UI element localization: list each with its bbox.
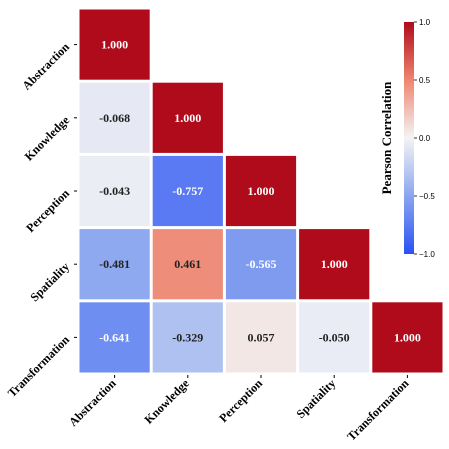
heatmap-cell xyxy=(299,302,370,373)
cell-value-label: 0.461 xyxy=(174,257,201,271)
cell-value-label: 1.000 xyxy=(321,257,348,271)
colorbar: 1.0 0.5 0.0 −0.5 −1.0 Pearson Correlation xyxy=(379,18,435,259)
cell-value-label: 0.057 xyxy=(248,330,275,344)
cell-value-label: 1.000 xyxy=(248,184,275,198)
heatmap-cell xyxy=(225,229,297,300)
heatmap-cell xyxy=(152,302,223,373)
cell-value-label: 1.000 xyxy=(174,111,201,125)
x-tick-label: Transformation xyxy=(344,376,411,443)
x-tick-label: Knowledge xyxy=(141,376,192,427)
heatmap-cell xyxy=(79,302,150,373)
colorbar-tick-label: 0.5 xyxy=(419,76,431,85)
colorbar-ticks: 1.0 0.5 0.0 −0.5 −1.0 xyxy=(414,18,435,259)
x-tick-label: Abstraction xyxy=(66,376,119,429)
heatmap-cell xyxy=(79,229,150,300)
y-tick-label: Perception xyxy=(23,186,72,235)
heatmap-cell xyxy=(152,229,223,300)
colorbar-label: Pearson Correlation xyxy=(379,81,394,195)
x-tick-label: Perception xyxy=(216,376,265,425)
cell-value-label: -0.043 xyxy=(99,184,130,198)
colorbar-tick-label: −0.5 xyxy=(419,192,435,201)
y-tick-label: Transformation xyxy=(5,332,72,399)
x-axis-ticks: Abstraction Knowledge Perception Spatiality… xyxy=(66,375,412,443)
colorbar-tick-label: 0.0 xyxy=(419,134,431,143)
y-tick-label: Spatiality xyxy=(27,259,72,304)
heatmap-cell xyxy=(152,155,223,227)
heatmap-cell xyxy=(225,302,297,373)
heatmap-cell xyxy=(372,302,443,373)
cell-value-label: -0.050 xyxy=(319,330,350,344)
cell-value-label: 1.000 xyxy=(394,330,421,344)
heatmap-cell xyxy=(79,82,150,153)
heatmap-cell xyxy=(299,229,370,300)
cell-value-label: -0.481 xyxy=(99,257,130,271)
cell-value-label: -0.329 xyxy=(172,330,203,344)
colorbar-gradient xyxy=(404,22,414,254)
heatmap-cell xyxy=(79,9,150,80)
x-tick-label: Spatiality xyxy=(294,376,339,421)
cell-value-label: -0.641 xyxy=(99,330,130,344)
heatmap-cell xyxy=(152,82,223,153)
y-axis-ticks: Abstraction Knowledge Perception Spatiality… xyxy=(5,40,77,400)
heatmap-cells: 1.000 -0.068 1.000 -0.043 -0.757 1.000 -0.481 0… xyxy=(79,9,443,373)
cell-value-label: -0.565 xyxy=(246,257,277,271)
heatmap-cell xyxy=(225,155,297,227)
cell-value-label: -0.068 xyxy=(99,111,130,125)
y-tick-label: Knowledge xyxy=(22,113,73,164)
colorbar-tick-label: 1.0 xyxy=(419,18,431,27)
cell-value-label: 1.000 xyxy=(101,38,128,52)
heatmap-cell xyxy=(79,155,150,227)
y-tick-label: Abstraction xyxy=(19,40,72,93)
cell-value-label: -0.757 xyxy=(172,184,203,198)
colorbar-tick-label: −1.0 xyxy=(419,250,435,259)
